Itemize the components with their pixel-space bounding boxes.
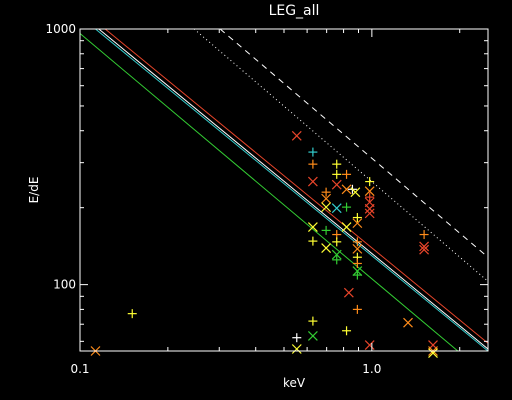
cross-marker-42: [352, 243, 363, 254]
model-line-solid-3: [98, 28, 489, 350]
cross-marker-52: [364, 208, 375, 219]
x-axis-label: keV: [283, 376, 306, 390]
plus-marker-35: [342, 202, 352, 212]
plus-marker-8: [352, 304, 362, 314]
cross-marker-55: [419, 244, 430, 255]
cross-marker-54: [419, 241, 430, 252]
model-line-dotted-1: [193, 28, 489, 282]
y-tick-label-1: 1000: [45, 22, 76, 36]
cross-marker-9: [343, 287, 354, 298]
cross-marker-48: [364, 186, 375, 197]
axis-ticks: 0.1 1.0 100 1000: [45, 22, 488, 376]
cross-marker-10: [403, 317, 413, 328]
cross-marker-38: [350, 187, 361, 198]
plus-marker-2: [292, 333, 302, 343]
plus-marker-6: [342, 326, 352, 336]
plus-marker-44: [352, 258, 362, 268]
plus-marker-33: [342, 169, 352, 179]
plus-marker-16: [308, 159, 318, 169]
cross-marker-28: [331, 203, 342, 214]
cross-marker-34: [341, 184, 352, 195]
plus-marker-19: [308, 236, 318, 246]
model-line-solid-2: [104, 28, 489, 344]
plus-marker-1: [127, 309, 137, 319]
plus-marker-25: [332, 159, 342, 169]
plus-marker-39: [352, 213, 362, 223]
plus-marker-53: [419, 230, 429, 240]
model-lines: [79, 28, 489, 352]
model-line-solid-4: [95, 28, 489, 352]
model-line-dashed-0: [219, 28, 489, 258]
cross-marker-40: [352, 218, 363, 229]
cross-marker-31: [331, 249, 342, 260]
plot-frame: [79, 28, 489, 352]
plus-marker-26: [332, 169, 342, 179]
plus-marker-30: [332, 237, 342, 247]
cross-marker-18: [307, 222, 318, 232]
y-axis-label: E/dE: [27, 177, 41, 204]
x-tick-label-1: 1.0: [362, 362, 381, 376]
data-markers: [90, 130, 438, 358]
plus-marker-20: [321, 187, 331, 197]
cross-marker-14: [291, 130, 302, 141]
cross-marker-13: [428, 348, 438, 358]
y-tick-label-0: 100: [53, 278, 76, 292]
cross-marker-36: [341, 222, 352, 232]
chart-title: LEG_all: [269, 3, 320, 19]
cross-marker-51: [364, 203, 375, 214]
cross-marker-5: [307, 330, 318, 341]
model-line-solid-5: [79, 33, 459, 352]
cross-marker-24: [321, 243, 332, 253]
plus-marker-32: [332, 255, 342, 265]
cross-marker-7: [364, 340, 375, 351]
plus-marker-23: [321, 225, 331, 235]
cross-marker-3: [291, 344, 302, 354]
cross-marker-22: [321, 202, 332, 213]
plus-marker-41: [352, 237, 362, 247]
cross-marker-21: [321, 193, 332, 204]
plus-marker-4: [308, 316, 318, 326]
cross-marker-27: [331, 179, 342, 190]
plus-marker-47: [365, 177, 375, 187]
x-tick-label-0: 0.1: [70, 362, 89, 376]
plus-marker-15: [308, 147, 318, 157]
plus-marker-49: [365, 192, 375, 202]
plus-marker-46: [352, 270, 362, 280]
cross-marker-17: [307, 176, 318, 187]
